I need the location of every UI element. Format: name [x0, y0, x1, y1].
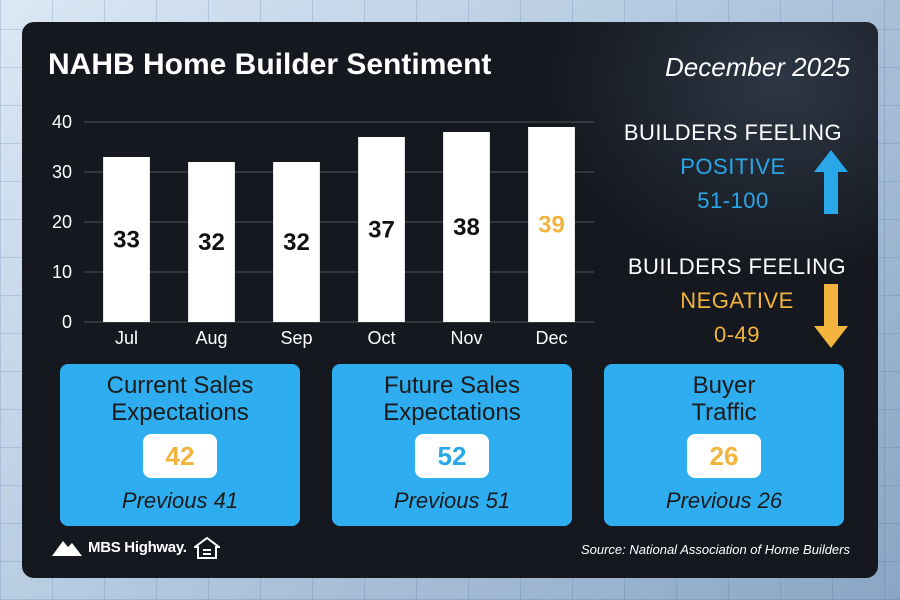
bar: [358, 137, 405, 322]
card-title-line2: Traffic: [691, 399, 757, 426]
report-date: December 2025: [665, 52, 850, 82]
bar-value-label: 37: [368, 217, 395, 244]
card-previous: Previous 26: [665, 488, 783, 513]
x-tick-label: Sep: [280, 328, 312, 348]
infographic-panel: NAHB Home Builder Sentiment December 202…: [22, 22, 878, 578]
y-tick-label: 10: [52, 262, 72, 282]
logo-text: MBS Highway.: [88, 538, 187, 556]
bar-value-label: 38: [453, 214, 480, 241]
legend-negative-word: NEGATIVE: [680, 288, 794, 313]
card-title-line2: Expectations: [111, 399, 249, 426]
card-title: Buyer Traffic: [604, 372, 844, 426]
y-tick-label: 40: [52, 112, 72, 132]
x-tick-label: Dec: [535, 328, 567, 348]
equal-housing-icon: [194, 536, 220, 559]
legend-negative-range: 0-49: [713, 322, 761, 347]
bar-value-label: 32: [283, 229, 310, 256]
card-value: 26: [687, 434, 761, 478]
arrow-down-icon: [814, 284, 848, 348]
legend-negative-heading: BUILDERS FEELING: [627, 254, 847, 279]
card-future-sales: Future Sales Expectations 52 Previous 51: [332, 364, 572, 526]
card-previous: Previous 51: [393, 488, 511, 513]
card-value: 42: [143, 434, 217, 478]
bar: [528, 127, 575, 322]
card-previous: Previous 41: [121, 488, 239, 513]
bar-value-label: 33: [113, 227, 140, 254]
bar: [103, 157, 150, 322]
mbs-highway-logo: MBS Highway.: [52, 538, 187, 556]
card-title-line1: Current Sales: [106, 372, 254, 399]
page-title: NAHB Home Builder Sentiment: [48, 48, 492, 81]
x-tick-label: Jul: [115, 328, 138, 348]
arrow-up-icon: [814, 150, 848, 214]
card-buyer-traffic: Buyer Traffic 26 Previous 26: [604, 364, 844, 526]
x-tick-label: Aug: [195, 328, 227, 348]
y-tick-label: 0: [62, 312, 72, 332]
mountain-icon: [52, 541, 82, 556]
card-value: 52: [415, 434, 489, 478]
sentiment-bar-chart: 0 10 20 30 40 33 Jul 32 Aug 32 Sep 37 Oct 38 Nov 39 Dec: [52, 112, 594, 348]
bar: [443, 132, 490, 322]
legend-positive-range: 51-100: [697, 188, 769, 213]
x-tick-label: Oct: [367, 328, 395, 348]
card-current-sales: Current Sales Expectations 42 Previous 4…: [60, 364, 300, 526]
legend-negative: BUILDERS FEELING NEGATIVE 0-49: [618, 254, 856, 348]
legend-positive-word: POSITIVE: [680, 154, 786, 179]
card-title-line2: Expectations: [383, 399, 521, 426]
y-tick-label: 30: [52, 162, 72, 182]
source-note: Source: National Association of Home Bui…: [580, 542, 850, 557]
y-tick-label: 20: [52, 212, 72, 232]
card-title-line1: Future Sales: [383, 372, 521, 399]
legend-positive-heading: BUILDERS FEELING: [623, 120, 843, 145]
legend-positive: BUILDERS FEELING POSITIVE 51-100: [618, 120, 848, 214]
house-backdrop: [528, 22, 878, 292]
x-tick-label: Nov: [450, 328, 482, 348]
card-title-line1: Buyer: [692, 372, 756, 399]
card-title: Future Sales Expectations: [332, 372, 572, 426]
card-title: Current Sales Expectations: [60, 372, 300, 426]
bar: [188, 162, 235, 322]
bar-value-label: 39: [538, 212, 565, 239]
bar: [273, 162, 320, 322]
bar-value-label: 32: [198, 229, 225, 256]
